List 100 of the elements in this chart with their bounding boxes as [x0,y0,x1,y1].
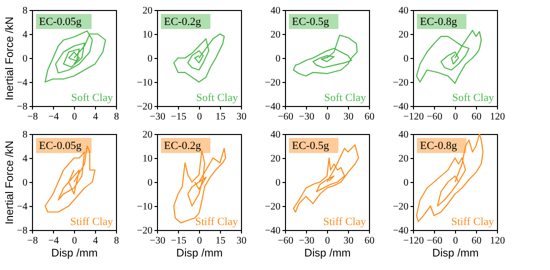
y-tick-label: 0 [22,54,28,64]
y-tick-label: 10 [142,30,152,40]
x-tick-label: 120 [490,112,505,122]
y-tick-label: 8 [22,130,28,140]
x-tick-label: −60 [426,112,442,122]
x-tick-label: 8 [114,236,119,246]
x-tick-label: 60 [364,112,374,122]
y-tick-label: 0 [404,178,408,188]
y-tick-label: 20 [398,154,408,164]
y-tick-label: 0 [22,178,28,188]
y-tick-label: 0 [148,178,152,188]
y-tick-label: −20 [264,78,280,88]
x-tick-label: −4 [48,112,59,122]
x-tick-label: 0 [453,112,458,122]
text: EC-0.8g [420,16,458,28]
x-tick-label: −60 [278,236,294,246]
y-tick-label: 8 [22,6,28,16]
y-tick-label: −20 [136,226,152,236]
x-tick-label: −30 [150,236,166,246]
x-tick-label: 60 [472,112,482,122]
x-axis-title: Disp /mm [176,248,223,260]
text: EC-0.5g [292,140,330,152]
x-tick-label: 60 [472,236,482,246]
x-tick-label: 0 [72,236,77,246]
y-axis-title: Inertial Force /kN [4,16,16,100]
x-tick-label: 8 [114,112,119,122]
x-tick-label: −15 [170,112,186,122]
y-tick-label: −40 [264,102,280,112]
y-tick-label: −40 [264,226,280,236]
annotation: Stiff Clay [323,216,366,228]
x-tick-label: −120 [403,112,424,122]
y-tick-label: 20 [142,130,152,140]
x-tick-label: −120 [403,236,424,246]
x-tick-label: 30 [344,112,354,122]
annotation: Stiff Clay [451,216,494,228]
y-tick-label: 20 [270,154,280,164]
x-tick-label: 15 [216,112,226,122]
y-tick-label: 20 [398,30,408,40]
y-axis-title: Inertial Force /kN [4,140,16,224]
text: EC-0.2g [164,140,202,152]
y-tick-label: 10 [142,154,152,164]
x-tick-label: 0 [325,112,330,122]
y-tick-label: 0 [276,54,280,64]
text: EC-0.8g [420,140,458,152]
y-tick-label: −40 [392,102,408,112]
text: EC-0.2g [164,16,202,28]
y-tick-label: 4 [22,154,28,164]
x-tick-label: 0 [453,236,458,246]
x-tick-label: −60 [278,112,294,122]
y-tick-label: 0 [148,54,152,64]
x-tick-label: 0 [72,112,77,122]
annotation: Soft Clay [71,92,114,104]
x-axis-title: Disp /mm [304,248,351,260]
x-tick-label: 0 [197,236,202,246]
x-tick-label: 4 [93,112,98,122]
y-tick-label: 4 [22,30,28,40]
x-tick-label: 60 [364,236,374,246]
x-tick-label: 30 [236,112,246,122]
x-tick-label: −30 [298,236,314,246]
annotation: Stiff Clay [70,216,114,228]
x-tick-label: 15 [216,236,226,246]
y-tick-label: −4 [16,78,28,88]
x-tick-label: −60 [426,236,442,246]
y-tick-label: 20 [142,6,152,16]
x-tick-label: −30 [150,112,166,122]
y-tick-label: 0 [276,178,280,188]
y-tick-label: −8 [16,102,28,112]
x-tick-label: 30 [344,236,354,246]
x-tick-label: 30 [236,236,246,246]
annotation: Stiff Clay [195,216,238,228]
y-tick-label: −20 [392,202,408,212]
x-tick-label: −15 [170,236,186,246]
y-tick-label: −10 [136,78,152,88]
y-tick-label: −4 [16,202,28,212]
y-tick-label: −40 [392,226,408,236]
x-tick-label: −30 [298,112,314,122]
line-series [44,30,106,83]
x-axis-title: Disp /mm [432,248,479,260]
y-tick-label: 40 [398,130,408,140]
y-tick-label: −20 [136,102,152,112]
text: EC-0.05g [39,16,82,28]
x-tick-label: 0 [197,112,202,122]
annotation: Soft Clay [452,92,494,104]
text: EC-0.5g [292,16,330,28]
x-axis-title: Disp /mm [51,248,98,260]
line-series [173,33,225,83]
y-tick-label: 40 [270,6,280,16]
line-series [292,34,358,77]
y-tick-label: 20 [270,30,280,40]
y-tick-label: −20 [392,78,408,88]
y-tick-label: 40 [270,130,280,140]
y-tick-label: −10 [136,202,152,212]
y-tick-label: −20 [264,202,280,212]
y-tick-label: 0 [404,54,408,64]
text: EC-0.05g [39,140,82,152]
line-series [416,30,482,84]
y-tick-label: −8 [16,226,28,236]
annotation: Soft Clay [324,92,366,104]
y-tick-label: 40 [398,6,408,16]
x-tick-label: 120 [490,236,505,246]
